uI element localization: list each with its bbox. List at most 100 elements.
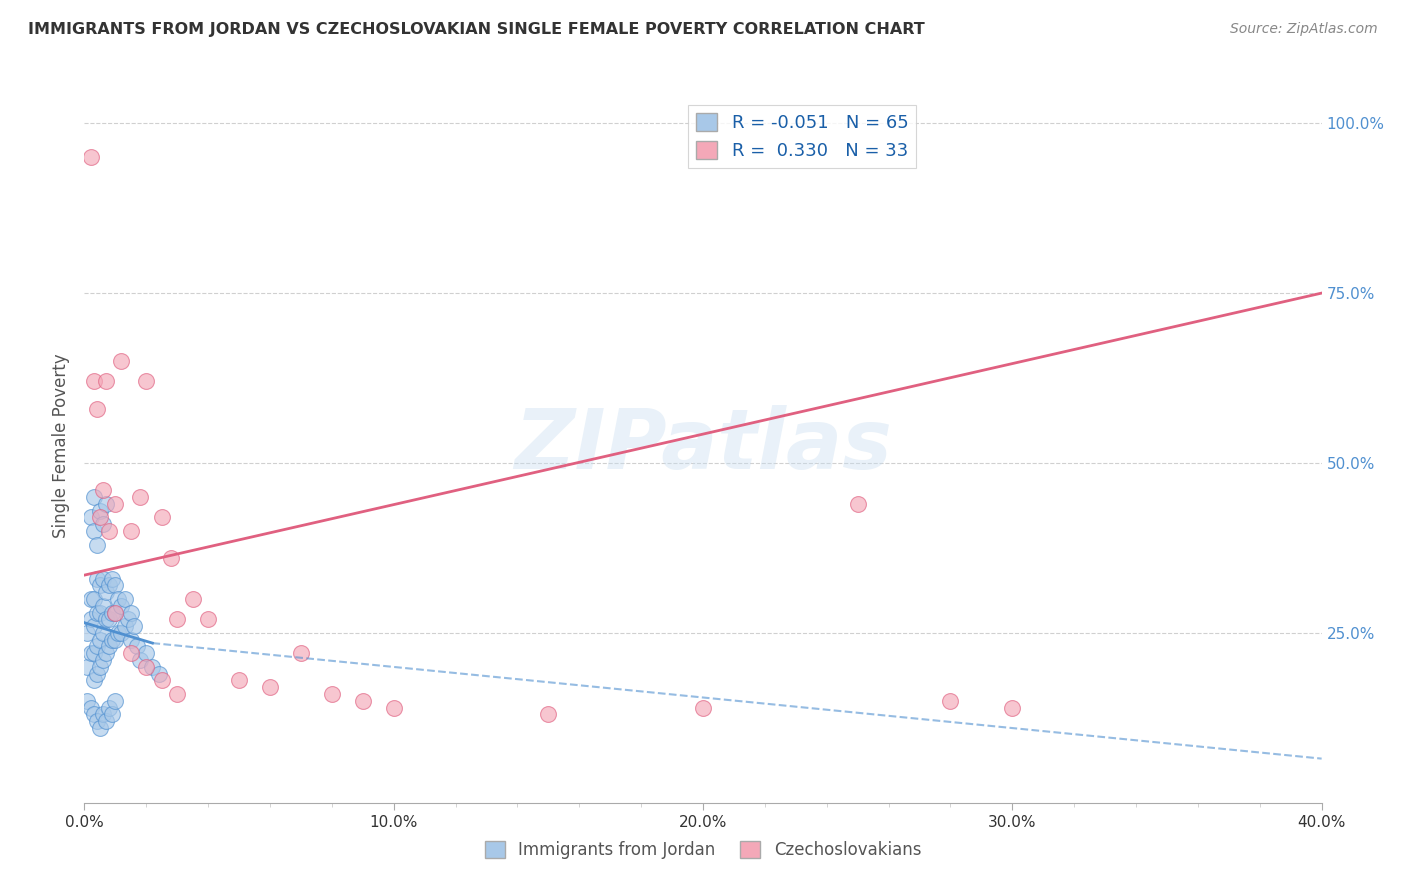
Point <box>141 660 163 674</box>
Point <box>101 572 124 586</box>
Point <box>89 503 111 517</box>
Point <box>107 591 129 606</box>
Point <box>104 497 127 511</box>
Point <box>83 619 105 633</box>
Point <box>89 578 111 592</box>
Legend: Immigrants from Jordan, Czechoslovakians: Immigrants from Jordan, Czechoslovakians <box>478 834 928 866</box>
Point <box>94 497 117 511</box>
Point <box>150 673 173 688</box>
Point <box>104 578 127 592</box>
Point <box>104 606 127 620</box>
Point <box>160 551 183 566</box>
Point <box>86 401 108 416</box>
Point <box>83 490 105 504</box>
Y-axis label: Single Female Poverty: Single Female Poverty <box>52 354 70 538</box>
Point <box>89 660 111 674</box>
Text: IMMIGRANTS FROM JORDAN VS CZECHOSLOVAKIAN SINGLE FEMALE POVERTY CORRELATION CHAR: IMMIGRANTS FROM JORDAN VS CZECHOSLOVAKIA… <box>28 22 925 37</box>
Point <box>94 646 117 660</box>
Point <box>91 707 114 722</box>
Point <box>135 646 157 660</box>
Point <box>259 680 281 694</box>
Point <box>148 666 170 681</box>
Point <box>166 687 188 701</box>
Point <box>83 673 105 688</box>
Point <box>150 510 173 524</box>
Point <box>98 640 121 654</box>
Point <box>94 375 117 389</box>
Point <box>98 578 121 592</box>
Point <box>321 687 343 701</box>
Point <box>114 591 136 606</box>
Point <box>120 606 142 620</box>
Point <box>76 626 98 640</box>
Point <box>166 612 188 626</box>
Point <box>135 375 157 389</box>
Point <box>86 606 108 620</box>
Point <box>135 660 157 674</box>
Point <box>110 354 132 368</box>
Point <box>939 694 962 708</box>
Text: ZIPatlas: ZIPatlas <box>515 406 891 486</box>
Point <box>83 707 105 722</box>
Point <box>129 490 152 504</box>
Point <box>537 707 560 722</box>
Point <box>86 714 108 729</box>
Point <box>89 632 111 647</box>
Point <box>104 694 127 708</box>
Point <box>91 599 114 613</box>
Point <box>91 653 114 667</box>
Point <box>692 700 714 714</box>
Point <box>79 612 101 626</box>
Point <box>125 640 148 654</box>
Point <box>86 640 108 654</box>
Point <box>110 626 132 640</box>
Point <box>104 632 127 647</box>
Point <box>101 606 124 620</box>
Point <box>79 646 101 660</box>
Point <box>89 510 111 524</box>
Point <box>117 612 139 626</box>
Point <box>382 700 405 714</box>
Point <box>352 694 374 708</box>
Point <box>91 483 114 498</box>
Point <box>79 700 101 714</box>
Point <box>79 510 101 524</box>
Point <box>120 646 142 660</box>
Point <box>94 585 117 599</box>
Point <box>91 572 114 586</box>
Point <box>290 646 312 660</box>
Point <box>104 606 127 620</box>
Point <box>120 524 142 538</box>
Point <box>1001 700 1024 714</box>
Point <box>94 612 117 626</box>
Point <box>101 632 124 647</box>
Point <box>98 524 121 538</box>
Point <box>197 612 219 626</box>
Point <box>228 673 250 688</box>
Point <box>83 591 105 606</box>
Point <box>129 653 152 667</box>
Point <box>89 721 111 735</box>
Point <box>94 714 117 729</box>
Point <box>846 497 869 511</box>
Point <box>86 537 108 551</box>
Point <box>120 632 142 647</box>
Point <box>91 517 114 532</box>
Point <box>98 700 121 714</box>
Point <box>76 660 98 674</box>
Point <box>107 626 129 640</box>
Point <box>83 375 105 389</box>
Point <box>89 606 111 620</box>
Point <box>114 619 136 633</box>
Point <box>98 612 121 626</box>
Point <box>101 707 124 722</box>
Point <box>86 666 108 681</box>
Point <box>76 694 98 708</box>
Text: Source: ZipAtlas.com: Source: ZipAtlas.com <box>1230 22 1378 37</box>
Point <box>181 591 204 606</box>
Point <box>83 524 105 538</box>
Point <box>91 626 114 640</box>
Point <box>86 572 108 586</box>
Point <box>110 599 132 613</box>
Point <box>79 591 101 606</box>
